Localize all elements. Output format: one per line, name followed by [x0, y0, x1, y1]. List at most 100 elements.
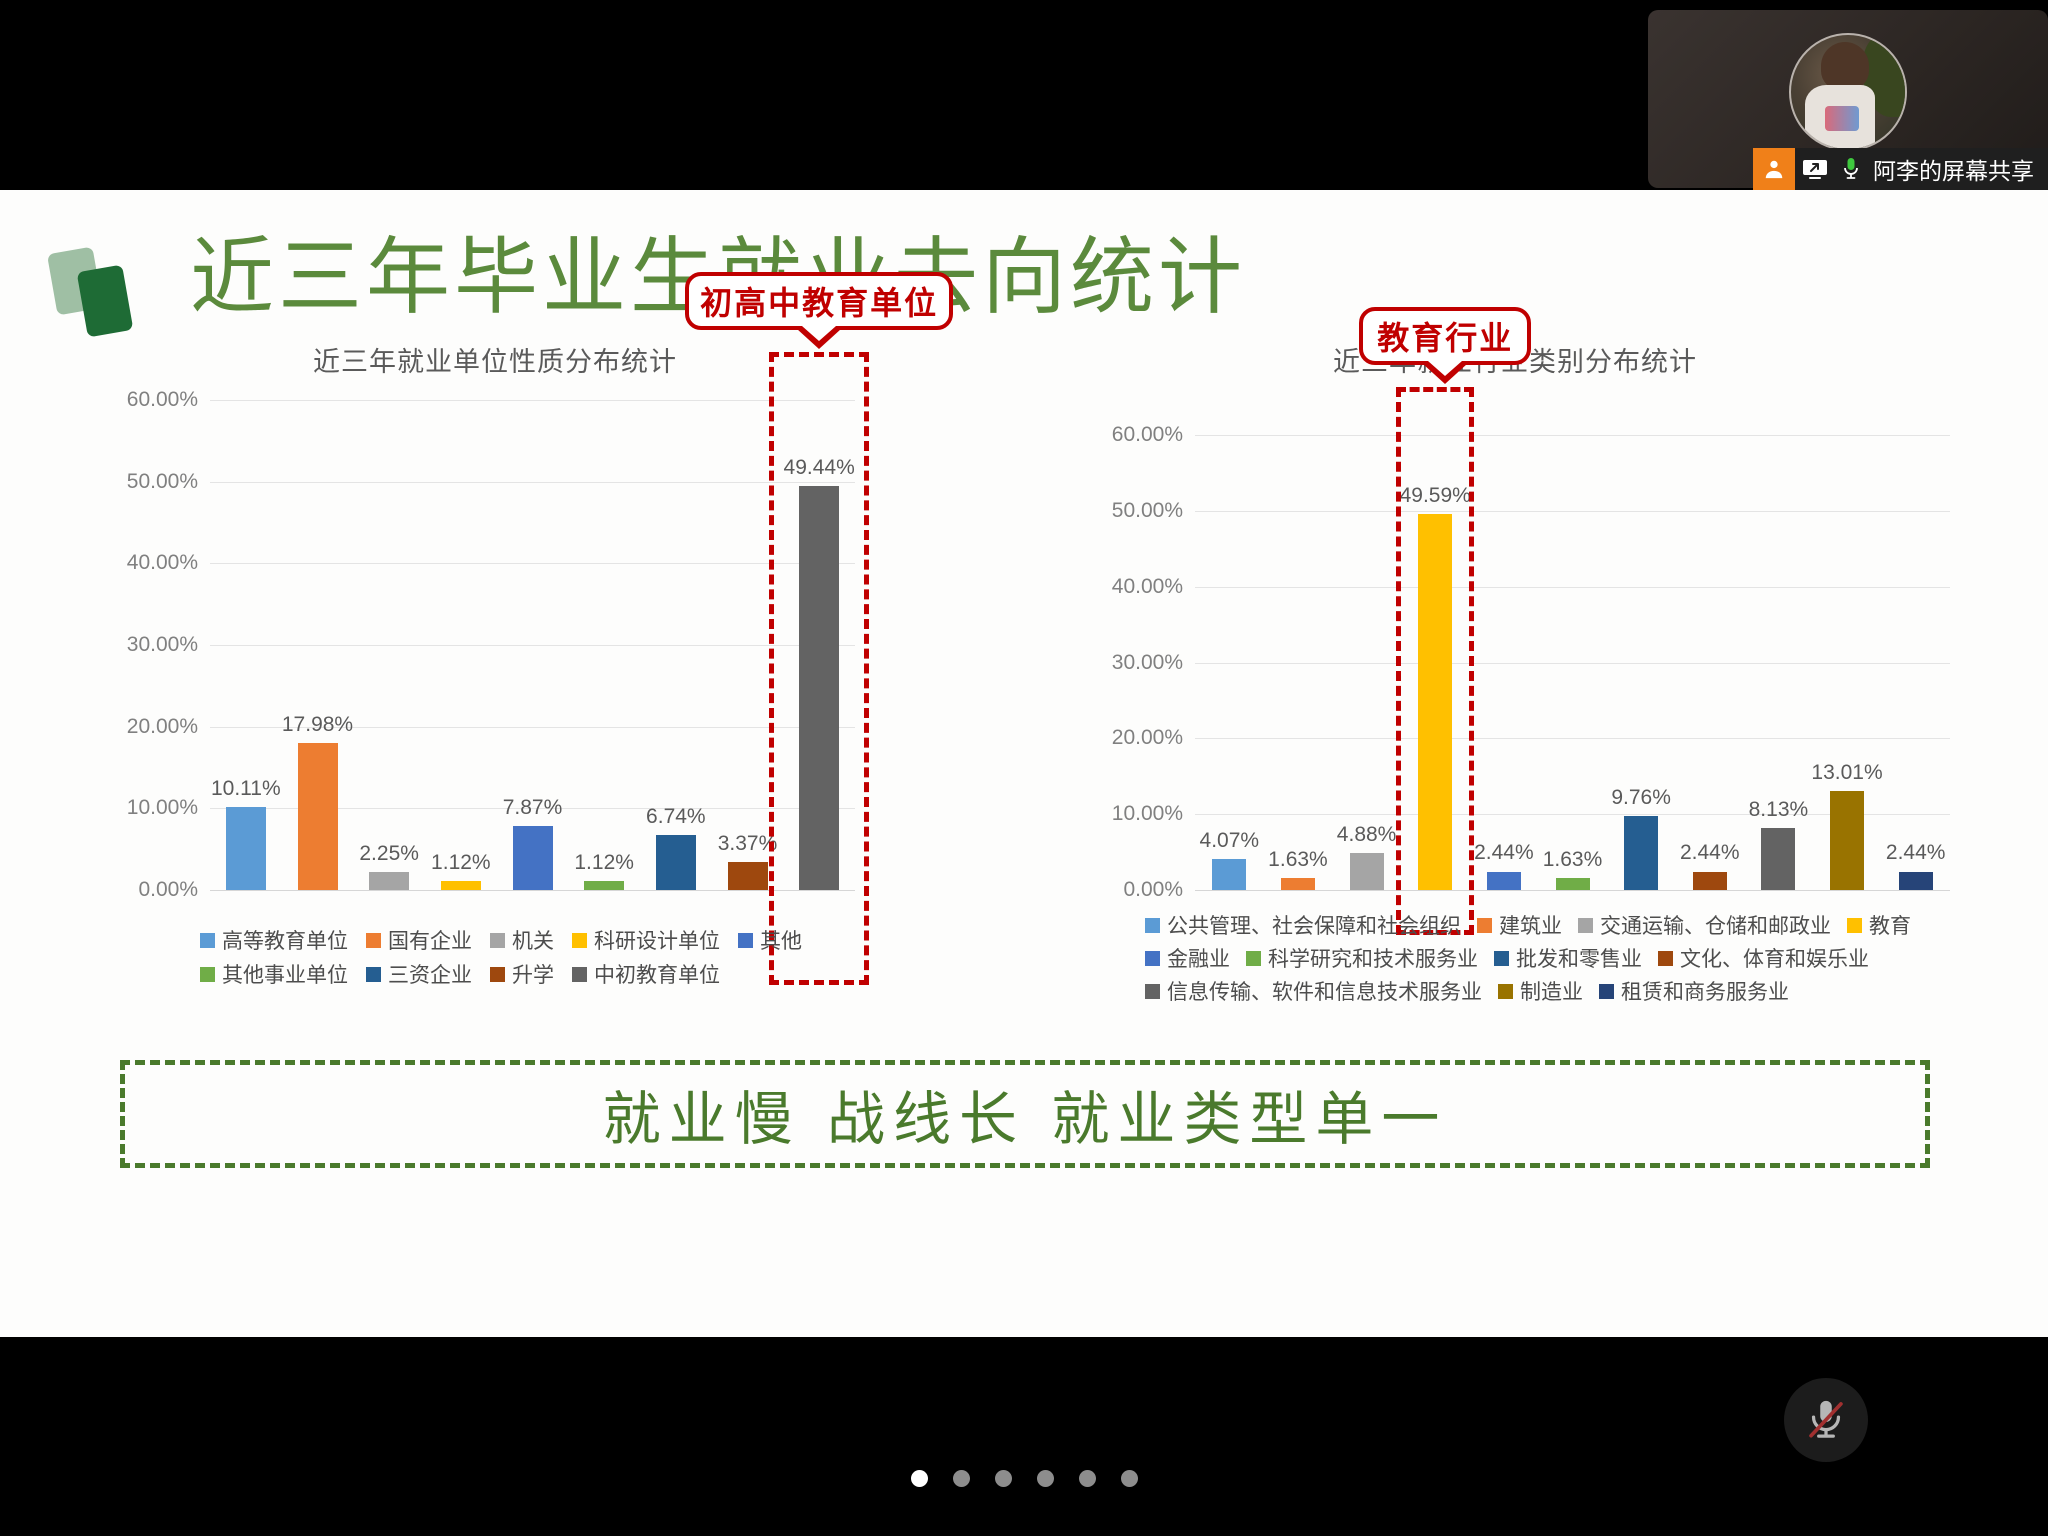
bar	[297, 743, 338, 890]
chart-legend: 公共管理、社会保障和社会组织 建筑业 交通运输、仓储和邮政业 教育 金融业 科学研究和技术…	[1145, 910, 1955, 1006]
bar-value-label: 1.63%	[1542, 847, 1603, 871]
bar	[440, 880, 481, 890]
pagination-dot[interactable]	[1078, 1470, 1096, 1487]
legend-label: 批发和零售业	[1516, 948, 1642, 971]
y-axis-tick-label: 30.00%	[126, 633, 198, 656]
legend-swatch	[1578, 917, 1593, 933]
legend-swatch	[200, 932, 215, 948]
legend-item: 科研设计单位	[572, 925, 720, 955]
y-axis-tick-label: 60.00%	[126, 388, 198, 411]
bar	[727, 862, 768, 890]
chart-unit-nature: 近三年就业单位性质分布统计 0.00% 10.00% 20.00% 30.00% 40.…	[80, 272, 954, 1020]
bar-value-label: 4.07%	[1199, 829, 1260, 853]
chart-legend: 高等教育单位 国有企业 机关 科研设计单位 其他 其他事业单位 三资企业 升学 中初教育单位	[200, 925, 900, 989]
y-axis-tick-label: 60.00%	[1111, 423, 1183, 446]
legend-swatch	[366, 932, 381, 948]
gridline	[210, 726, 855, 728]
legend-item: 信息传输、软件和信息技术服务业	[1145, 976, 1482, 1006]
bar-value-label: 8.13%	[1748, 798, 1809, 822]
slide-pagination[interactable]	[0, 1470, 2048, 1487]
bar-value-label: 17.98%	[281, 713, 354, 737]
highlight-dashed-box	[1396, 387, 1475, 935]
legend-item: 其他事业单位	[200, 959, 348, 989]
pagination-dot[interactable]	[1120, 1470, 1138, 1487]
gridline	[210, 808, 855, 810]
y-axis-tick-label: 20.00%	[126, 714, 198, 738]
legend-swatch	[1494, 950, 1509, 966]
pagination-dot[interactable]	[994, 1470, 1012, 1487]
legend-label: 教育	[1869, 915, 1911, 938]
legend-label: 科研设计单位	[594, 930, 720, 953]
bar-value-label: 2.44%	[1679, 841, 1740, 865]
y-axis-tick-label: 40.00%	[1111, 574, 1183, 598]
legend-label: 中初教育单位	[594, 964, 720, 987]
legend-label: 交通运输、仓储和邮政业	[1600, 915, 1831, 938]
legend-label: 其他事业单位	[222, 964, 348, 987]
legend-item: 教育	[1847, 910, 1911, 940]
bar	[1555, 877, 1590, 890]
plot-area: 0.00% 10.00% 20.00% 30.00% 40.00% 50.00% 60.00…	[1112, 307, 1950, 935]
bar-value-label: 49.59%	[1399, 483, 1471, 507]
bar	[1692, 871, 1727, 890]
microphone-muted-icon[interactable]	[1784, 1378, 1868, 1462]
bar	[1761, 828, 1796, 890]
plot-area: 0.00% 10.00% 20.00% 30.00% 40.00% 50.00% 60.00…	[127, 272, 954, 985]
gridline	[1195, 738, 1950, 740]
legend-label: 公共管理、社会保障和社会组织	[1167, 915, 1461, 938]
legend-item: 三资企业	[366, 959, 472, 989]
avatar	[1789, 32, 1907, 151]
annotation-callout-tail-inner	[802, 326, 837, 341]
gridline	[210, 400, 855, 401]
legend-swatch	[1246, 950, 1261, 966]
pagination-dot[interactable]	[1036, 1470, 1054, 1487]
legend-label: 三资企业	[388, 964, 472, 987]
pagination-dot[interactable]	[910, 1470, 928, 1487]
screen-share-status-bar: 阿李的屏幕共享	[1753, 148, 2048, 190]
legend-item: 高等教育单位	[200, 925, 348, 955]
bar	[584, 880, 625, 890]
gridline	[1195, 510, 1950, 512]
y-axis-tick-label: 30.00%	[1111, 650, 1183, 674]
bar	[369, 871, 410, 890]
legend-swatch	[490, 966, 505, 982]
bar	[1349, 853, 1384, 890]
bar	[1898, 871, 1933, 890]
pagination-dot[interactable]	[952, 1470, 970, 1487]
legend-label: 租赁和商务服务业	[1621, 981, 1789, 1004]
y-axis-tick-label: 50.00%	[1111, 498, 1183, 522]
chart-title: 近三年就业单位性质分布统计	[313, 347, 677, 377]
bar	[1486, 871, 1521, 890]
legend-item: 公共管理、社会保障和社会组织	[1145, 910, 1461, 940]
legend-swatch	[1145, 983, 1160, 999]
gridline	[1195, 890, 1950, 891]
legend-swatch	[200, 966, 215, 982]
legend-label: 升学	[512, 964, 554, 987]
bar	[1212, 859, 1247, 890]
legend-swatch	[738, 932, 753, 948]
legend-item: 其他	[738, 925, 802, 955]
legend-swatch	[1498, 983, 1513, 999]
summary-banner-text: 就业慢 战线长 就业类型单一	[602, 1085, 1448, 1153]
y-axis-tick-label: 10.00%	[1111, 802, 1183, 826]
y-axis-tick-label: 0.00%	[1123, 878, 1183, 901]
bar	[799, 486, 840, 890]
bar-value-label: 1.12%	[431, 850, 491, 874]
gridline	[210, 563, 855, 565]
screen-share-icon	[1795, 158, 1835, 180]
bar	[512, 825, 553, 890]
share-owner-label: 阿李的屏幕共享	[1873, 158, 2034, 184]
gridline	[1195, 662, 1950, 664]
bar	[1280, 877, 1315, 890]
annotation-callout-tail-inner	[1428, 361, 1463, 376]
legend-swatch	[1599, 983, 1614, 999]
gridline	[1195, 435, 1950, 436]
legend-item: 交通运输、仓储和邮政业	[1578, 910, 1831, 940]
legend-item: 机关	[490, 925, 554, 955]
bar-value-label: 2.44%	[1474, 841, 1534, 865]
gridline	[210, 890, 855, 891]
bar-value-label: 4.88%	[1336, 822, 1397, 846]
legend-swatch	[366, 966, 381, 982]
legend-label: 机关	[512, 930, 554, 953]
legend-swatch	[490, 932, 505, 948]
